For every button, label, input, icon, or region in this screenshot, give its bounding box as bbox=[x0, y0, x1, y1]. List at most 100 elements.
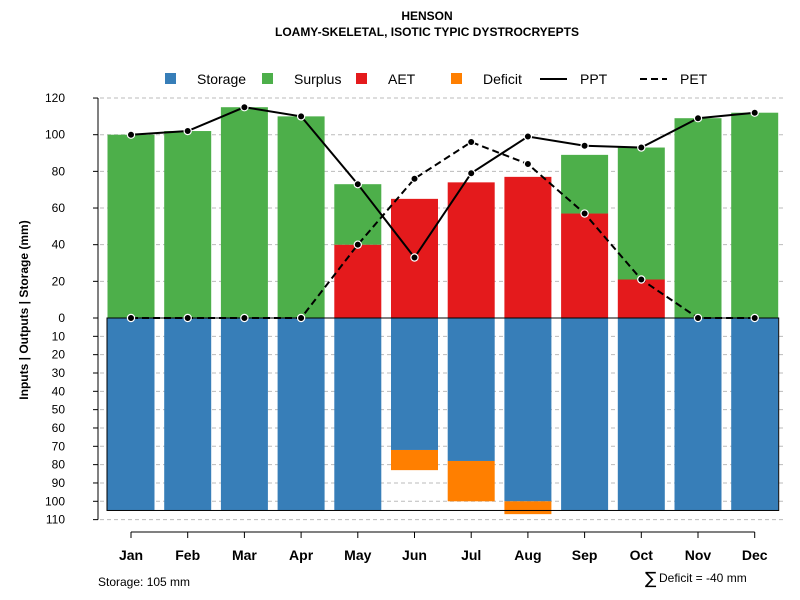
ppt-point bbox=[750, 108, 759, 117]
bar-deficit bbox=[504, 501, 552, 515]
ppt-point bbox=[410, 253, 419, 262]
x-tick-label: Apr bbox=[289, 547, 314, 563]
pet-line bbox=[131, 140, 755, 319]
legend-label-surplus: Surplus bbox=[294, 71, 341, 87]
bar-surplus bbox=[277, 116, 325, 319]
y-tick-label: 10 bbox=[52, 329, 66, 343]
bar-storage bbox=[447, 318, 495, 461]
pet-point bbox=[183, 313, 192, 323]
pet-point bbox=[353, 240, 362, 249]
y-axis-label: Inputs | Outputs | Storage (mm) bbox=[17, 220, 31, 399]
legend-swatch-deficit bbox=[451, 73, 462, 84]
bar-aet bbox=[447, 182, 495, 318]
bar-surplus bbox=[220, 107, 268, 318]
chart-title: HENSON bbox=[401, 9, 452, 23]
bar-surplus bbox=[561, 154, 609, 214]
bar-aet bbox=[561, 213, 609, 318]
legend-label-deficit: Deficit bbox=[483, 71, 522, 87]
bar-surplus bbox=[674, 118, 722, 318]
legend: Storage Surplus AET Deficit PPT PET bbox=[165, 71, 708, 87]
pet-point bbox=[126, 313, 136, 323]
bar-aet bbox=[334, 244, 382, 318]
axes: 0 20 40 60 80 100 120 10 20 30 40 50 60 70 80 90 100 110 J… bbox=[45, 91, 768, 563]
ppt-point bbox=[183, 126, 192, 136]
y-tick-label: 90 bbox=[52, 476, 66, 490]
x-tick-label: Dec bbox=[742, 547, 768, 563]
bar-storage bbox=[107, 318, 155, 511]
y-tick-label: 30 bbox=[52, 366, 66, 380]
bar-surplus bbox=[107, 134, 155, 318]
x-tick-label: Jul bbox=[461, 547, 481, 563]
bar-storage bbox=[391, 318, 438, 450]
x-tick-label: Jan bbox=[119, 547, 143, 563]
legend-label-pet: PET bbox=[680, 71, 708, 87]
x-tick-label: Jun bbox=[402, 547, 427, 563]
x-tick-label: Sep bbox=[572, 547, 598, 563]
bar-storage bbox=[731, 318, 779, 511]
y-tick-label: 70 bbox=[52, 439, 66, 453]
legend-label-ppt: PPT bbox=[580, 71, 608, 87]
y-tick-label: 60 bbox=[52, 421, 66, 435]
ppt-point bbox=[693, 114, 703, 123]
y-tick-label: 40 bbox=[52, 238, 66, 252]
bar-storage bbox=[561, 318, 609, 511]
pet-point bbox=[693, 313, 703, 323]
bar-surplus bbox=[334, 184, 382, 245]
pet-point bbox=[580, 209, 589, 218]
ppt-point bbox=[580, 141, 589, 150]
chart-subtitle: LOAMY-SKELETAL, ISOTIC TYPIC DYSTROCRYEP… bbox=[275, 25, 579, 39]
gridlines bbox=[100, 97, 785, 521]
bar-storage bbox=[674, 318, 722, 511]
y-tick-label: 120 bbox=[45, 91, 65, 105]
y-tick-label: 50 bbox=[52, 403, 66, 417]
y-tick-label: 20 bbox=[52, 274, 66, 288]
y-tick-label: 80 bbox=[52, 164, 66, 178]
y-tick-label: 60 bbox=[52, 201, 66, 215]
pet-point bbox=[240, 313, 249, 323]
y-tick-label: 80 bbox=[52, 458, 66, 472]
bar-storage bbox=[277, 318, 325, 511]
y-tick-label: 20 bbox=[52, 348, 66, 362]
pet-point bbox=[637, 275, 646, 284]
lines bbox=[126, 103, 759, 323]
ppt-line bbox=[130, 106, 755, 260]
legend-swatch-surplus bbox=[262, 73, 273, 84]
legend-label-aet: AET bbox=[388, 71, 416, 87]
y-tick-label: 110 bbox=[46, 513, 65, 527]
legend-swatch-storage bbox=[165, 73, 176, 84]
bar-surplus bbox=[164, 131, 212, 318]
bar-deficit bbox=[447, 460, 495, 502]
x-tick-label: May bbox=[344, 547, 371, 563]
x-tick-label: Nov bbox=[685, 547, 712, 563]
bar-storage bbox=[334, 318, 382, 511]
y-tick-label: 100 bbox=[45, 128, 65, 142]
bar-storage bbox=[617, 318, 665, 511]
bar-aet bbox=[617, 279, 665, 318]
storage-note: Storage: 105 mm bbox=[98, 575, 190, 589]
bar-surplus bbox=[731, 112, 779, 318]
x-tick-label: Aug bbox=[514, 547, 541, 563]
y-tick-label: 100 bbox=[45, 494, 65, 508]
bars bbox=[107, 107, 779, 515]
x-tick-label: Mar bbox=[232, 547, 257, 563]
pet-point bbox=[296, 313, 306, 323]
pet-point bbox=[467, 137, 476, 147]
pet-point bbox=[410, 174, 419, 183]
legend-label-storage: Storage bbox=[197, 71, 246, 87]
ppt-point bbox=[240, 103, 249, 112]
ppt-point bbox=[523, 132, 533, 141]
pet-point bbox=[523, 159, 533, 169]
bar-surplus bbox=[617, 147, 665, 280]
x-tick-label: Oct bbox=[630, 547, 654, 563]
ppt-point bbox=[296, 112, 306, 121]
bar-storage bbox=[220, 318, 268, 511]
sigma-symbol: ∑ bbox=[645, 569, 657, 589]
ppt-point bbox=[637, 143, 646, 152]
legend-swatch-aet bbox=[356, 73, 367, 84]
deficit-sum-note: Deficit = -40 mm bbox=[659, 571, 747, 585]
ppt-point bbox=[467, 168, 476, 178]
y-tick-label: 40 bbox=[52, 384, 66, 398]
y-tick-label: 0 bbox=[58, 311, 65, 325]
ppt-point bbox=[353, 179, 362, 189]
